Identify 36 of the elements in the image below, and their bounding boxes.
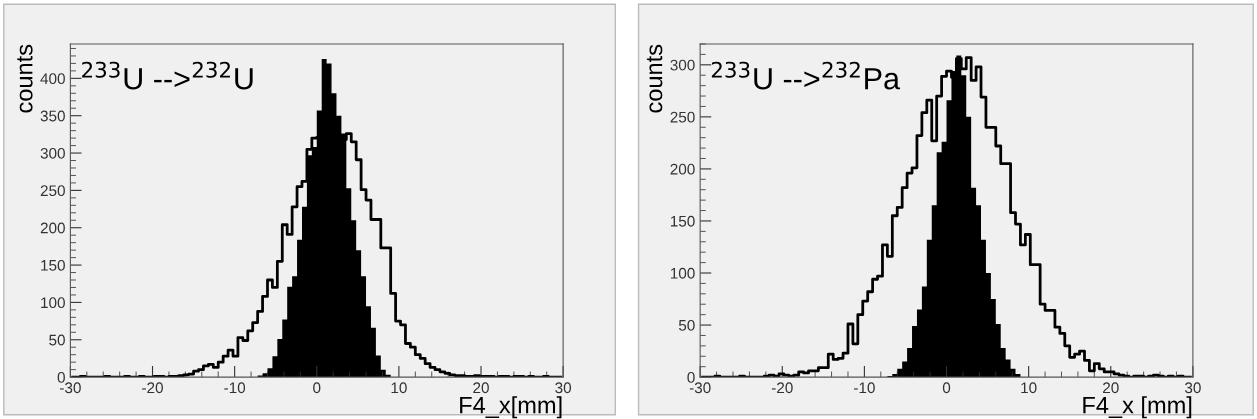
y-axis-title: counts [646, 44, 663, 113]
x-axis-title: F4_x[mm] [460, 396, 562, 419]
y-tick-label: 100 [670, 267, 695, 279]
x-tick-label: 30 [1184, 382, 1201, 394]
x-tick-label: 20 [1103, 382, 1119, 394]
y-tick-label: 150 [670, 215, 695, 227]
annotation: $^{233}$U -->$^{232}$Pa [711, 61, 901, 90]
y-tick-label: 0 [57, 371, 65, 383]
x-tick-label: 0 [942, 382, 951, 394]
x-tick-label: -10 [224, 382, 246, 394]
y-tick-label: 200 [40, 222, 65, 234]
y-tick-label: 0 [687, 371, 695, 383]
y-tick-label: 50 [678, 319, 695, 331]
x-tick-label: 30 [555, 382, 572, 394]
x-axis-title: F4_x [mm] [1083, 396, 1192, 419]
y-tick-label: 350 [40, 110, 65, 122]
x-tick-label: -20 [771, 382, 793, 394]
y-tick-label: 400 [40, 73, 65, 85]
y-tick-label: 200 [670, 163, 695, 175]
x-tick-label: 20 [473, 382, 489, 394]
y-tick-label: 300 [670, 59, 695, 71]
annotation: $^{233}$U -->$^{232}$U [82, 61, 253, 90]
x-tick-label: -30 [689, 382, 711, 394]
y-tick-label: 300 [40, 147, 65, 159]
y-axis-title: counts [17, 44, 33, 113]
x-tick-label: 0 [313, 382, 321, 394]
y-tick-label: 100 [41, 297, 65, 309]
x-tick-label: -20 [142, 382, 163, 394]
y-tick-label: 250 [670, 111, 695, 123]
y-tick-label: 150 [41, 259, 65, 271]
y-tick-label: 250 [40, 185, 65, 197]
x-tick-label: 10 [391, 382, 407, 394]
x-tick-label: -10 [854, 382, 875, 394]
y-tick-label: 50 [49, 334, 65, 346]
x-tick-label: 10 [1021, 382, 1037, 394]
x-tick-label: -30 [60, 382, 81, 394]
